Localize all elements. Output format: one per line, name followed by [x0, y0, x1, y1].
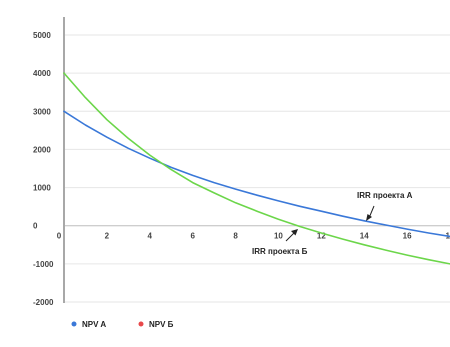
- y-tick-label: 5000: [33, 31, 51, 40]
- x-tick-label: 4: [148, 232, 153, 241]
- annotation-arrowhead-irr-b: [291, 229, 298, 236]
- legend-marker-npv-a: [71, 321, 77, 327]
- y-tick-label: -1000: [33, 260, 54, 269]
- series-layer: [63, 72, 450, 265]
- x-tick-label: 16: [403, 232, 412, 241]
- x-tick-label: 10: [274, 232, 283, 241]
- grid-layer: [64, 34, 450, 303]
- legend: NPV A NPV Б: [71, 320, 174, 329]
- x-tick-label: 6: [190, 232, 195, 241]
- x-tick-label: 12: [317, 232, 326, 241]
- y-tick-label: -2000: [33, 298, 54, 307]
- y-tick-label: 4000: [33, 69, 51, 78]
- annotation-irr-a: IRR проекта A: [357, 191, 413, 200]
- series-line-npv-a: [63, 110, 450, 238]
- x-tick-label: 8: [233, 232, 238, 241]
- x-tick-label: 14: [360, 232, 369, 241]
- annotation-layer: IRR проекта A IRR проекта Б: [252, 191, 413, 256]
- legend-marker-npv-b: [138, 321, 144, 327]
- legend-label-npv-b: NPV Б: [149, 320, 174, 329]
- legend-label-npv-a: NPV A: [82, 320, 106, 329]
- x-tick-label: 0: [57, 232, 62, 241]
- series-line-npv-b: [63, 72, 450, 265]
- y-tick-label: 3000: [33, 107, 51, 116]
- y-tick-label: 1000: [33, 184, 51, 193]
- y-tick-label: 0: [33, 222, 38, 231]
- x-tick-label: 2: [105, 232, 110, 241]
- annotation-irr-b: IRR проекта Б: [252, 247, 308, 256]
- axis-layer: 5000 4000 3000 2000 1000 0 -1000 -2000 0 2 4 6 8 10 12…: [33, 17, 450, 307]
- annotation-arrowhead-irr-a: [366, 214, 372, 221]
- y-tick-label: 2000: [33, 145, 51, 154]
